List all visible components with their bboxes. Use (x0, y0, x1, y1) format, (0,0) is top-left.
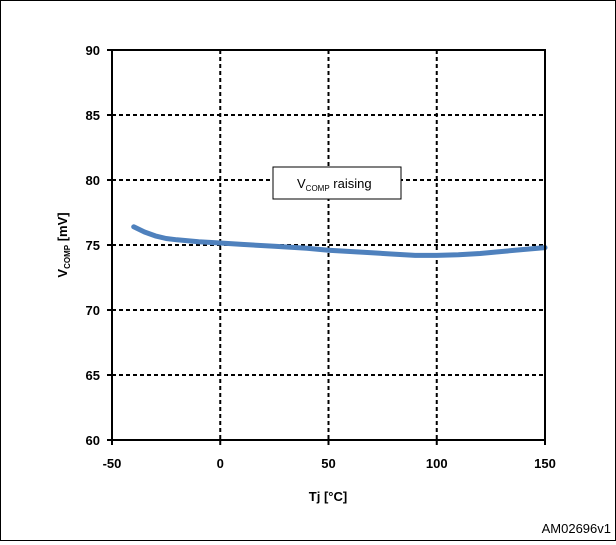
x-tick-label: -50 (103, 456, 122, 471)
x-tick-label: 50 (321, 456, 335, 471)
x-tick-label: 0 (217, 456, 224, 471)
x-tick-label: 100 (426, 456, 448, 471)
annotation-box: VCOMP raising (272, 166, 402, 200)
y-tick-label: 80 (86, 173, 100, 188)
y-tick-label: 85 (86, 108, 100, 123)
y-axis-label: VCOMP [mV] (55, 212, 72, 277)
y-tick-label: 70 (86, 303, 100, 318)
grid (107, 49, 546, 445)
y-tick-label: 60 (86, 433, 100, 448)
x-axis-label: Tj [°C] (309, 489, 347, 504)
plot-frame (111, 49, 546, 441)
annotation-label: VCOMP raising (297, 176, 372, 193)
y-tick-label: 90 (86, 43, 100, 58)
series-layer (131, 224, 548, 258)
x-tick-label: 150 (534, 456, 556, 471)
figure-id: AM02696v1 (541, 521, 611, 536)
series-line (131, 224, 548, 258)
y-tick-label: 65 (86, 368, 100, 383)
tick-labels: -50 0 50 100 150 60 65 70 75 80 85 90 (86, 43, 556, 471)
y-tick-label: 75 (86, 238, 100, 253)
